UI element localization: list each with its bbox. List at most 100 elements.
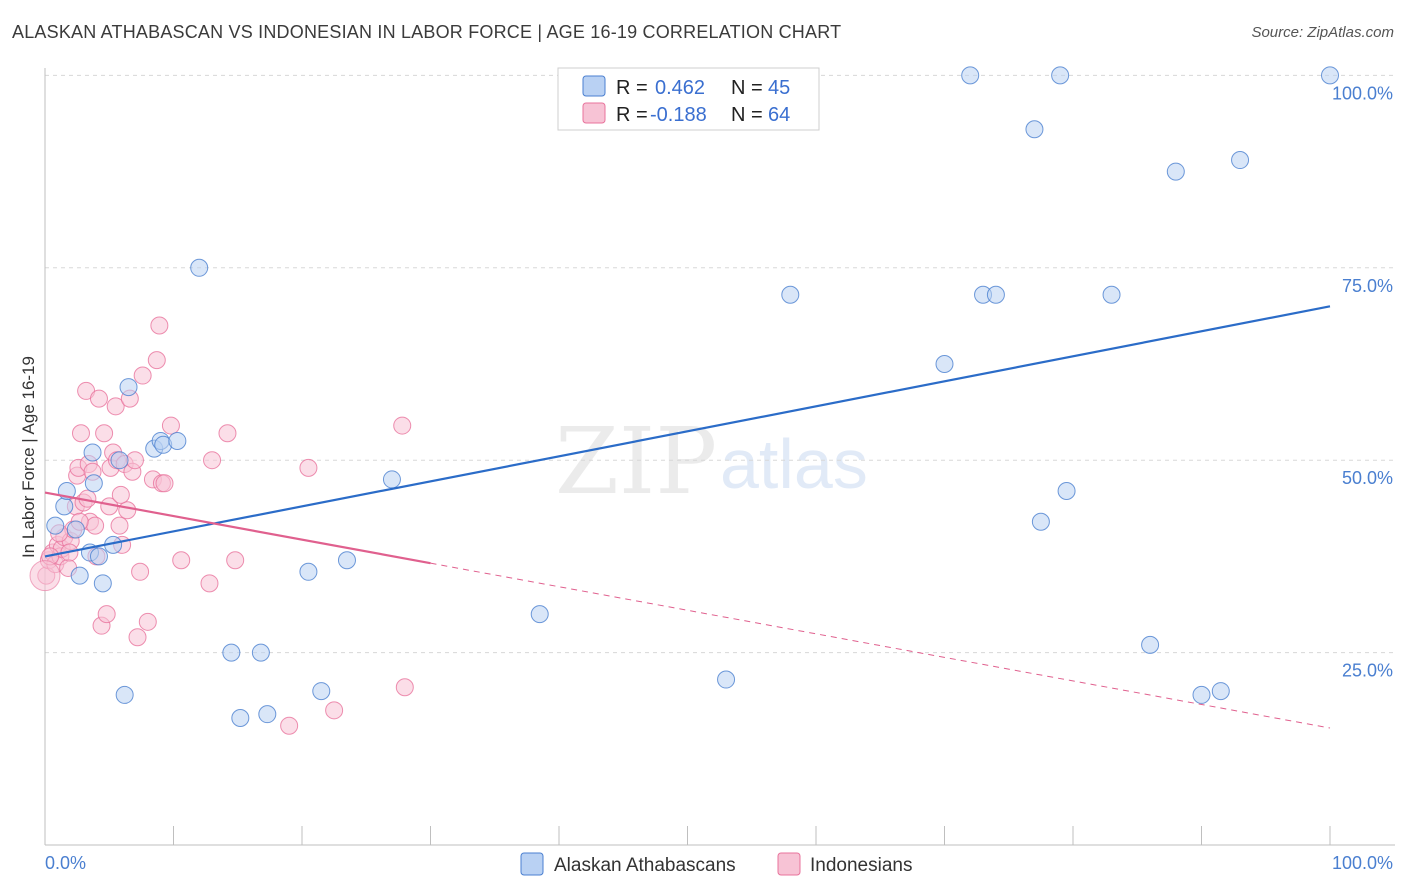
alaskan-point-34 — [1025, 120, 1044, 139]
indonesians-trend-line-solid — [44, 491, 431, 565]
alaskan-point-17 — [168, 431, 187, 450]
series-label-alaskan: Alaskan Athabascans — [554, 855, 736, 876]
alaskan-point-8 — [89, 547, 108, 566]
y-tick-labels: 25.0% 50.0% 75.0% 100.0% — [1332, 83, 1393, 680]
alaskan-point-43 — [1231, 151, 1250, 170]
indonesians-point-52 — [226, 551, 245, 570]
alaskan-point-44 — [1321, 66, 1339, 85]
indonesians-point-34 — [118, 501, 137, 520]
indonesians-point-46 — [155, 474, 174, 493]
alaskan-point-31 — [961, 66, 980, 85]
indonesians-point-44 — [150, 316, 169, 335]
trend-lines — [44, 305, 1331, 729]
alaskan-point-0 — [46, 516, 65, 535]
source-label: Source: ZipAtlas.com — [1251, 24, 1394, 41]
watermark-zip: ZIP — [555, 408, 717, 515]
x-ticks — [44, 826, 1331, 845]
axes — [44, 68, 1395, 846]
indonesians-point-25 — [97, 605, 116, 624]
correlation-legend: R = 0.462 N = 45 R = -0.188 N = 64 — [557, 67, 820, 131]
y-axis-title: In Labor Force | Age 16-19 — [19, 356, 38, 558]
y-tick-label-2: 75.0% — [1342, 276, 1393, 296]
x-tick-label-max: 100.0% — [1332, 853, 1393, 873]
indonesians-point-63 — [111, 485, 130, 504]
chart-title: ALASKAN ATHABASCAN VS INDONESIAN IN LABO… — [12, 22, 842, 42]
alaskan-point-11 — [110, 451, 129, 470]
x-tick-label-min: 0.0% — [45, 853, 86, 873]
alaskan-point-26 — [382, 470, 401, 489]
alaskan-point-25 — [337, 551, 356, 570]
indonesians-trend-line-dashed — [430, 562, 1331, 729]
indonesians-point-31 — [110, 516, 129, 535]
indonesians-point-53 — [280, 716, 299, 735]
indonesians-point-47 — [161, 416, 180, 435]
indonesians-point-56 — [393, 416, 412, 435]
alaskan-point-18 — [190, 258, 209, 277]
indonesians-point-54 — [299, 458, 318, 477]
indonesians-point-38 — [128, 628, 147, 647]
series-swatch-alaskan — [520, 852, 544, 876]
series-swatch-indonesians — [777, 852, 801, 876]
indonesians-point-51 — [218, 424, 237, 443]
indonesians-point-29 — [106, 397, 125, 416]
alaskan-point-9 — [93, 574, 112, 593]
alaskan-point-39 — [1141, 635, 1160, 654]
alaskan-point-3 — [66, 520, 85, 539]
alaskan-point-12 — [115, 685, 134, 704]
legend-row-blue: R = 0.462 N = 45 — [616, 77, 790, 99]
watermark: ZIP atlas — [555, 408, 868, 515]
indonesians-point-20 — [86, 516, 105, 535]
series-label-indonesians: Indonesians — [810, 855, 912, 876]
indonesians-point-40 — [133, 366, 152, 385]
alaskan-point-13 — [119, 378, 138, 397]
alaskan-point-20 — [231, 709, 250, 728]
legend-row-pink: R = -0.188 N = 64 — [616, 104, 790, 126]
alaskan-point-30 — [935, 354, 954, 373]
y-tick-label-0: 25.0% — [1342, 661, 1393, 681]
alaskan-point-1 — [55, 497, 74, 516]
indonesians-point-55 — [325, 701, 344, 720]
alaskan-point-6 — [83, 443, 102, 462]
indonesians-point-37 — [125, 451, 144, 470]
alaskan-point-19 — [222, 643, 241, 662]
legend-n-label-blue: N = — [731, 77, 768, 99]
alaskan-point-36 — [1051, 66, 1070, 85]
indonesians-point-39 — [131, 562, 150, 581]
alaskan-point-21 — [251, 643, 270, 662]
alaskan-athabascans-points — [46, 66, 1339, 728]
legend-swatch-pink — [582, 102, 606, 124]
indonesians-point-43 — [147, 351, 166, 370]
alaskan-point-37 — [1057, 481, 1076, 500]
indonesians-point-50 — [203, 451, 222, 470]
legend-swatch-blue — [582, 75, 606, 97]
indonesians-point-24 — [95, 424, 114, 443]
legend-n-label-pink: N = — [731, 104, 768, 126]
legend-r-label-blue: R = — [616, 77, 653, 99]
legend-r-label-pink: R = — [616, 104, 653, 126]
legend-n-value-blue: 45 — [768, 77, 790, 99]
legend-r-value-blue: 0.462 — [655, 77, 705, 99]
indonesians-point-22 — [89, 389, 108, 408]
alaskan-point-7 — [84, 474, 103, 493]
alaskan-point-23 — [299, 562, 318, 581]
watermark-atlas: atlas — [720, 425, 868, 503]
alaskan-point-38 — [1102, 285, 1121, 304]
indonesians-point-49 — [200, 574, 219, 593]
alaskan-point-42 — [1211, 682, 1230, 701]
y-tick-label-3: 100.0% — [1332, 83, 1393, 103]
alaskan-point-40 — [1166, 162, 1185, 181]
indonesians-point-48 — [172, 551, 191, 570]
indonesians-point-57 — [395, 678, 414, 697]
alaskan-point-27 — [530, 605, 549, 624]
indonesians-point-14 — [71, 424, 90, 443]
legend-n-value-pink: 64 — [768, 104, 790, 126]
alaskan-point-4 — [70, 566, 89, 585]
alaskan-point-29 — [781, 285, 800, 304]
alaskan-point-24 — [312, 682, 331, 701]
alaskan-point-41 — [1192, 685, 1211, 704]
indonesians-point-cluster — [29, 560, 61, 592]
series-legend: Alaskan Athabascans Indonesians — [520, 852, 912, 876]
alaskan-point-35 — [1031, 512, 1050, 531]
alaskan-point-28 — [717, 670, 736, 689]
